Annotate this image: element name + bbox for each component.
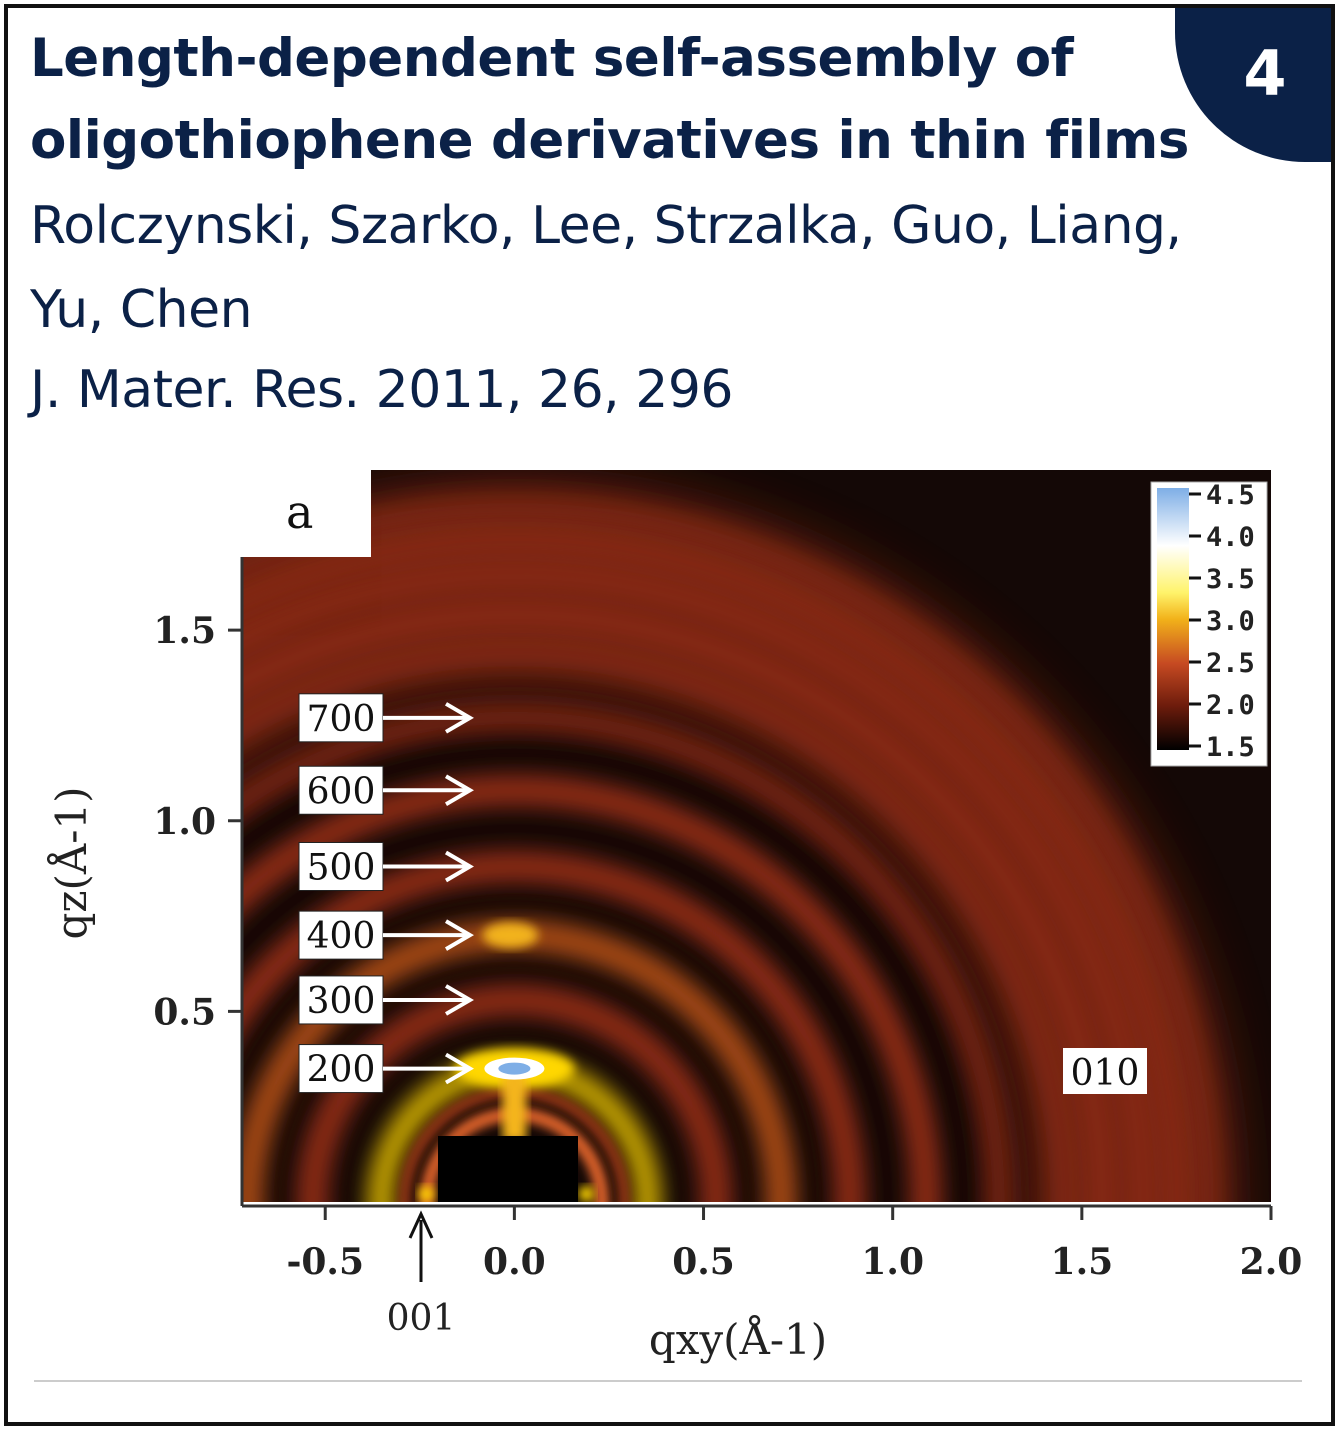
label-300: 300 xyxy=(307,981,376,1022)
base-spot-left xyxy=(418,1186,435,1202)
arrow-head-400 xyxy=(444,919,474,951)
ring-300 xyxy=(297,984,732,1202)
label-box-600 xyxy=(298,765,384,815)
x-tick-label-1: 0.0 xyxy=(483,1241,546,1283)
y-tick-label-2: 1.5 xyxy=(153,610,216,652)
colorbar-tick-label-2: 3.5 xyxy=(1206,564,1255,595)
arrow-head-200 xyxy=(444,1052,474,1085)
label-box-300 xyxy=(298,975,384,1025)
bottom-rule xyxy=(34,1380,1302,1382)
specular-peak-layer xyxy=(418,922,595,1202)
y-axis-title: qz(Å-1) xyxy=(46,786,96,939)
label-400: 400 xyxy=(307,916,376,957)
slide-number: 4 xyxy=(1243,36,1287,110)
beamstop xyxy=(438,1136,578,1202)
colorbar: 4.5 4.0 3.5 3.0 2.5 2.0 1.5 xyxy=(1150,480,1268,767)
x-tick-label-2: 0.5 xyxy=(672,1241,735,1283)
arc-010-layer xyxy=(242,484,1233,1202)
slide-card: 4 Length-dependent self-assembly of olig… xyxy=(4,4,1335,1426)
ring-001-marker: 001 xyxy=(387,1210,456,1339)
colorbar-tick-label-5: 2.0 xyxy=(1206,690,1255,721)
x-tick-label-3: 1.0 xyxy=(861,1241,924,1283)
specular-rod xyxy=(502,1068,527,1142)
plot-area xyxy=(242,484,1233,1202)
ring-001-label: 001 xyxy=(387,1298,456,1339)
arc-010-marker: 010 xyxy=(1063,1048,1147,1094)
x-axis-title: qxy(Å-1) xyxy=(649,1314,827,1364)
reflection-labels: 700 600 500 400 300 200 xyxy=(298,693,474,1094)
x-tick-label-0: -0.5 xyxy=(286,1241,364,1283)
label-500: 500 xyxy=(307,848,376,889)
giwaxs-figure: -0.5 0.0 0.5 1.0 1.5 2.0 0.5 1.0 1.5 a qxy(Å-1)… xyxy=(46,470,1302,1364)
label-box-400 xyxy=(298,910,384,960)
ring-001-arrow-head xyxy=(408,1210,434,1239)
peak-400-spot xyxy=(482,922,539,949)
arc-010-label-box xyxy=(1063,1048,1147,1094)
arc-010-streak-3 xyxy=(242,528,1189,1202)
y-tick-label-1: 1.0 xyxy=(153,801,216,843)
colorbar-tick-label-6: 1.5 xyxy=(1206,732,1255,763)
colorbar-tick-label-0: 4.5 xyxy=(1206,480,1255,511)
ring-500 xyxy=(242,851,865,1202)
colorbar-tick-label-3: 3.0 xyxy=(1206,606,1255,637)
paper-citation: J. Mater. Res. 2011, 26, 296 xyxy=(30,360,733,420)
y-ticks: 0.5 1.0 1.5 xyxy=(153,610,242,1033)
arc-010-streak-4 xyxy=(242,493,1224,1202)
arrow-head-500 xyxy=(444,850,474,883)
ring-600 xyxy=(242,775,942,1202)
paper-title: Length-dependent self-assembly of oligot… xyxy=(30,28,1189,171)
arrow-head-300 xyxy=(444,984,474,1016)
x-ticks: -0.5 0.0 0.5 1.0 1.5 2.0 xyxy=(286,1206,1302,1283)
arc-010-streak-1 xyxy=(242,603,1114,1202)
label-box-700 xyxy=(298,693,384,743)
base-spot-right xyxy=(578,1186,595,1202)
colorbar-gradient xyxy=(1157,488,1189,750)
arrow-head-600 xyxy=(444,774,474,806)
panel-label: a xyxy=(286,485,313,539)
x-tick-label-4: 1.5 xyxy=(1051,1241,1114,1283)
colorbar-ticks: 4.5 4.0 3.5 3.0 2.5 2.0 1.5 xyxy=(1189,480,1255,763)
label-700: 700 xyxy=(307,699,376,740)
label-box-500 xyxy=(298,842,384,891)
paper-authors: Rolczynski, Szarko, Lee, Strzalka, Guo, … xyxy=(30,196,1182,340)
ring-700 xyxy=(242,702,1014,1202)
colorbar-tick-label-1: 4.0 xyxy=(1206,522,1255,553)
arc-010-streak-0 xyxy=(242,643,1074,1202)
colorbar-tick-label-4: 2.5 xyxy=(1206,648,1255,679)
arc-010-streak-2 xyxy=(242,563,1154,1202)
arc-010-label: 010 xyxy=(1071,1053,1140,1094)
peak-200-center xyxy=(498,1062,531,1075)
arrow-head-700 xyxy=(444,702,474,734)
label-200: 200 xyxy=(307,1050,376,1091)
label-600: 600 xyxy=(307,771,376,812)
y-tick-label-0: 0.5 xyxy=(153,991,216,1033)
x-tick-label-5: 2.0 xyxy=(1240,1241,1303,1283)
